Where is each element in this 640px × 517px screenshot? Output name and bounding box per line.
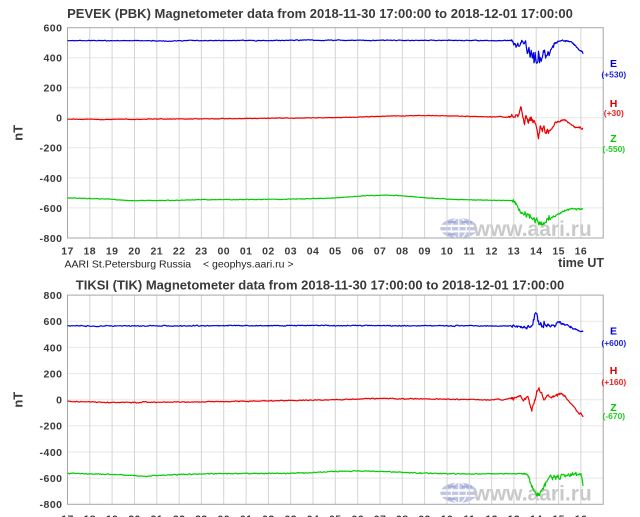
svg-text:11: 11 xyxy=(463,246,475,258)
svg-text:04: 04 xyxy=(307,513,319,517)
svg-text:07: 07 xyxy=(374,246,386,258)
svg-text:15: 15 xyxy=(552,513,564,517)
svg-text:23: 23 xyxy=(195,513,207,517)
svg-text:16: 16 xyxy=(575,246,587,258)
svg-text:-400: -400 xyxy=(39,447,62,459)
svg-text:00: 00 xyxy=(217,246,229,258)
svg-text:23: 23 xyxy=(195,246,207,258)
svg-text:PEVEK (PBK) Magnetometer data: PEVEK (PBK) Magnetometer data from 2018-… xyxy=(67,6,573,21)
svg-text:(+160): (+160) xyxy=(601,377,626,387)
svg-text:AARI St.Petersburg Russia: AARI St.Petersburg Russia xyxy=(65,258,192,270)
svg-text:-400: -400 xyxy=(39,173,62,185)
svg-text:www.aari.ru: www.aari.ru xyxy=(473,218,592,241)
svg-text:TIKSI (TIK) Magnetometer data: TIKSI (TIK) Magnetometer data from 2018-… xyxy=(76,278,564,293)
svg-text:Z: Z xyxy=(610,133,617,145)
svg-text:11: 11 xyxy=(463,513,475,517)
svg-text:15: 15 xyxy=(552,246,564,258)
svg-text:600: 600 xyxy=(43,23,62,35)
svg-text:02: 02 xyxy=(262,513,274,517)
svg-text:07: 07 xyxy=(374,513,386,517)
svg-text:nT: nT xyxy=(10,125,25,141)
svg-text:600: 600 xyxy=(43,316,62,328)
svg-text:400: 400 xyxy=(43,53,62,65)
svg-text:01: 01 xyxy=(240,513,252,517)
svg-text:08: 08 xyxy=(396,513,408,517)
svg-text:(-670): (-670) xyxy=(602,411,625,421)
svg-text:21: 21 xyxy=(151,246,163,258)
svg-text:(+30): (+30) xyxy=(604,108,624,118)
svg-text:14: 14 xyxy=(530,246,542,258)
svg-text:(+600): (+600) xyxy=(601,338,626,348)
svg-text:(-550): (-550) xyxy=(602,144,625,154)
svg-text:0: 0 xyxy=(56,395,62,407)
svg-text:H: H xyxy=(610,98,618,110)
svg-text:800: 800 xyxy=(43,290,62,302)
svg-text:02: 02 xyxy=(262,246,274,258)
svg-text:03: 03 xyxy=(284,246,296,258)
svg-text:nT: nT xyxy=(10,392,25,408)
svg-text:Z: Z xyxy=(610,402,617,414)
svg-text:18: 18 xyxy=(84,246,96,258)
svg-text:(+530): (+530) xyxy=(601,69,626,79)
svg-text:400: 400 xyxy=(43,342,62,354)
svg-text:16: 16 xyxy=(575,513,587,517)
svg-text:E: E xyxy=(610,326,617,338)
svg-text:17: 17 xyxy=(61,246,73,258)
svg-text:12: 12 xyxy=(485,246,497,258)
svg-text:10: 10 xyxy=(441,513,453,517)
svg-text:www.aari.ru: www.aari.ru xyxy=(473,483,592,506)
svg-text:06: 06 xyxy=(351,513,363,517)
svg-text:200: 200 xyxy=(43,368,62,380)
svg-text:10: 10 xyxy=(441,246,453,258)
svg-text:21: 21 xyxy=(151,513,163,517)
svg-text:H: H xyxy=(610,365,618,377)
svg-text:05: 05 xyxy=(329,246,341,258)
svg-text:08: 08 xyxy=(396,246,408,258)
svg-text:03: 03 xyxy=(284,513,296,517)
svg-text:-800: -800 xyxy=(39,499,62,511)
svg-text:06: 06 xyxy=(351,246,363,258)
svg-text:09: 09 xyxy=(418,246,430,258)
svg-text:20: 20 xyxy=(128,246,140,258)
svg-text:-600: -600 xyxy=(39,203,62,215)
svg-text:22: 22 xyxy=(173,246,185,258)
svg-text:12: 12 xyxy=(485,513,497,517)
svg-text:14: 14 xyxy=(530,513,542,517)
svg-text:09: 09 xyxy=(418,513,430,517)
svg-text:-600: -600 xyxy=(39,473,62,485)
svg-text:19: 19 xyxy=(106,246,118,258)
svg-text:00: 00 xyxy=(217,513,229,517)
svg-text:0: 0 xyxy=(56,113,62,125)
svg-text:time UT: time UT xyxy=(558,256,604,270)
svg-text:17: 17 xyxy=(61,513,73,517)
svg-text:-800: -800 xyxy=(39,233,62,245)
svg-text:13: 13 xyxy=(508,246,520,258)
svg-text:-200: -200 xyxy=(39,421,62,433)
svg-text:E: E xyxy=(610,58,617,70)
svg-text:-200: -200 xyxy=(39,143,62,155)
svg-text:04: 04 xyxy=(307,246,319,258)
svg-text:200: 200 xyxy=(43,83,62,95)
svg-text:18: 18 xyxy=(84,513,96,517)
svg-text:13: 13 xyxy=(508,513,520,517)
svg-text:20: 20 xyxy=(128,513,140,517)
svg-text:22: 22 xyxy=(173,513,185,517)
svg-text:05: 05 xyxy=(329,513,341,517)
svg-text:< geophys.aari.ru >: < geophys.aari.ru > xyxy=(203,258,293,270)
svg-text:19: 19 xyxy=(106,513,118,517)
svg-text:01: 01 xyxy=(240,246,252,258)
